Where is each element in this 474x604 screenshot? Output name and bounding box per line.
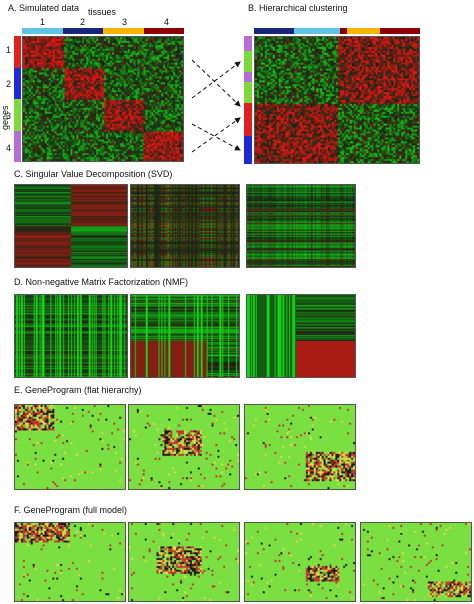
panel-e-title: E. GeneProgram (flat hierarchy) bbox=[14, 385, 142, 395]
heatmap-hierarchical-clustering bbox=[254, 36, 420, 164]
svd-heatmap-1 bbox=[14, 184, 128, 268]
heatmap-simulated-data bbox=[22, 36, 184, 162]
arrow-4 bbox=[191, 117, 241, 153]
panel-d-title: D. Non-negative Matrix Factorization (NM… bbox=[14, 277, 189, 287]
tissue-number-1: 1 bbox=[40, 17, 46, 27]
gene-number-1: 1 bbox=[6, 45, 12, 55]
geneprogram-flat-heatmap-2 bbox=[128, 404, 240, 490]
nmf-heatmap-3 bbox=[246, 294, 356, 378]
gene-number-3: 3 bbox=[6, 111, 12, 121]
tissue-number-3: 3 bbox=[122, 17, 128, 27]
panel-b-title: B. Hierarchical clustering bbox=[248, 3, 348, 13]
panel-f-title: F. GeneProgram (full model) bbox=[14, 505, 128, 515]
nmf-heatmap-2 bbox=[130, 294, 240, 378]
gene-number-2: 2 bbox=[6, 79, 12, 89]
geneprogram-flat-heatmap-3 bbox=[244, 404, 356, 490]
geneprogram-full-heatmap-4 bbox=[360, 522, 472, 602]
tissue-number-4: 4 bbox=[164, 17, 170, 27]
tissues-label: tissues bbox=[88, 7, 117, 17]
arrow-2 bbox=[191, 61, 241, 99]
gene-color-bar-b bbox=[244, 36, 252, 164]
panel-c-title: C. Singular Value Decomposition (SVD) bbox=[14, 169, 173, 179]
gene-color-bar-a bbox=[14, 36, 21, 162]
svd-heatmap-3 bbox=[246, 184, 356, 268]
tissue-number-2: 2 bbox=[80, 17, 86, 27]
arrow-3 bbox=[191, 123, 241, 151]
svd-heatmap-2 bbox=[130, 184, 240, 268]
tissue-color-bar-b bbox=[254, 28, 420, 34]
geneprogram-flat-heatmap-1 bbox=[14, 404, 126, 490]
nmf-heatmap-1 bbox=[14, 294, 128, 378]
tissue-color-bar-a bbox=[22, 28, 184, 34]
panel-a-title: A. Simulated data bbox=[8, 3, 80, 13]
gene-number-4: 4 bbox=[6, 143, 12, 153]
geneprogram-full-heatmap-2 bbox=[128, 522, 240, 602]
geneprogram-full-heatmap-3 bbox=[244, 522, 356, 602]
geneprogram-full-heatmap-1 bbox=[14, 522, 126, 602]
